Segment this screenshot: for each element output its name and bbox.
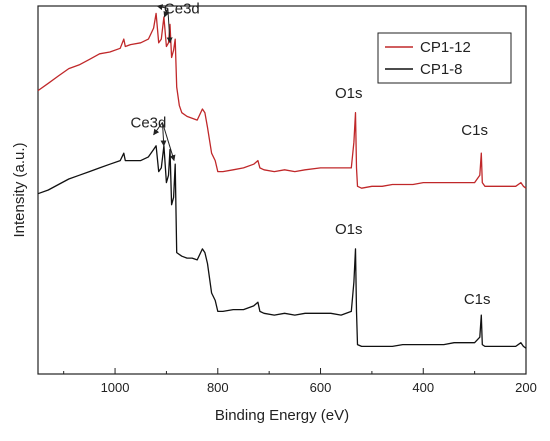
legend-label-cp1-8: CP1-8 bbox=[420, 61, 463, 78]
x-axis-ticks: 1000 800 600 400 200 bbox=[63, 368, 537, 395]
annotation-ce3d-cp1-8: Ce3d bbox=[131, 114, 167, 131]
series-line-cp1-12 bbox=[37, 12, 527, 189]
y-axis-title: Intensity (a.u.) bbox=[11, 142, 28, 237]
x-tick-label-200: 200 bbox=[515, 380, 537, 395]
legend: CP1-12 CP1-8 bbox=[377, 32, 512, 84]
x-tick-label-600: 600 bbox=[310, 380, 332, 395]
annotation-ce3d-cp1-12: Ce3d bbox=[164, 0, 200, 17]
annotation-layer: Ce3d Ce3d O1s C1s O1s C1s bbox=[131, 0, 491, 308]
annotation-c1s-cp1-12: C1s bbox=[461, 122, 488, 139]
annotation-arrow-cp1-8-2 bbox=[161, 122, 176, 162]
x-tick-label-1000: 1000 bbox=[101, 380, 130, 395]
x-axis-title: Binding Energy (eV) bbox=[215, 407, 349, 424]
annotation-arrow-cp1-12-2 bbox=[166, 8, 173, 44]
annotation-o1s-cp1-8: O1s bbox=[335, 221, 363, 238]
legend-box bbox=[377, 32, 512, 84]
x-tick-label-400: 400 bbox=[412, 380, 434, 395]
annotation-arrow-cp1-12-0 bbox=[156, 4, 168, 11]
series-line-cp1-8 bbox=[37, 145, 527, 349]
x-tick-label-800: 800 bbox=[207, 380, 229, 395]
annotation-o1s-cp1-12: O1s bbox=[335, 85, 363, 102]
series-layer bbox=[37, 12, 527, 349]
legend-label-cp1-12: CP1-12 bbox=[420, 39, 471, 56]
plot-frame bbox=[37, 5, 527, 375]
annotation-arrow-cp1-8-1 bbox=[160, 122, 167, 147]
annotation-c1s-cp1-8: C1s bbox=[464, 291, 491, 308]
annotation-arrow-cp1-12-1 bbox=[163, 8, 170, 18]
annotation-arrow-cp1-8-0 bbox=[153, 122, 163, 136]
